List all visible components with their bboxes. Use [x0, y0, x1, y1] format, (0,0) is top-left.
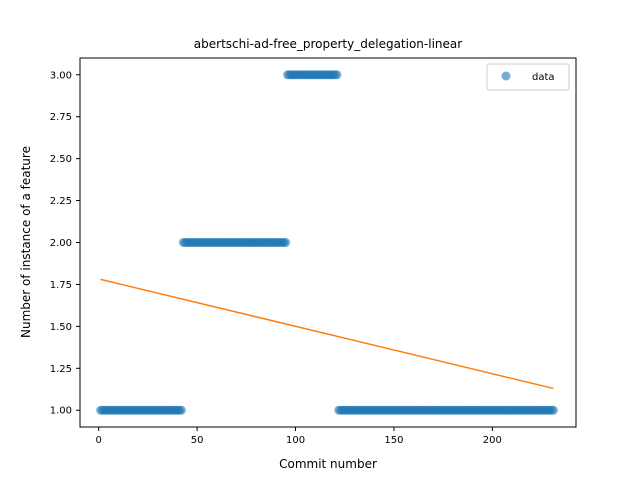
- chart-title: abertschi-ad-free_property_delegation-li…: [194, 37, 462, 51]
- y-tick-label: 2.00: [50, 238, 72, 249]
- data-point: [176, 405, 186, 415]
- x-tick-label: 150: [384, 435, 403, 446]
- plot-area: [96, 70, 558, 415]
- x-axis-ticks: 0 50 100 150 200: [96, 427, 502, 446]
- y-tick-label: 1.50: [50, 322, 72, 333]
- legend-label-data: data: [532, 72, 555, 83]
- y-tick-label: 1.00: [50, 406, 72, 417]
- y-axis-label: Number of instance of a feature: [19, 146, 33, 338]
- y-axis-ticks: 1.00 1.25 1.50 1.75 2.00 2.25 2.50 2.75 3.00: [50, 70, 80, 417]
- axes-frame: [79, 57, 577, 428]
- x-tick-label: 100: [286, 435, 305, 446]
- legend-box: [486, 63, 570, 91]
- x-tick-label: 50: [191, 435, 204, 446]
- y-tick-label: 2.75: [50, 112, 72, 123]
- y-tick-label: 3.00: [50, 70, 72, 81]
- y-tick-label: 1.25: [50, 364, 72, 375]
- data-point: [332, 70, 342, 80]
- y-tick-label: 1.75: [50, 280, 72, 291]
- legend: data: [486, 63, 570, 91]
- y-tick-label: 2.50: [50, 154, 72, 165]
- data-point: [548, 405, 558, 415]
- y-tick-label: 2.25: [50, 196, 72, 207]
- x-axis-label: Commit number: [279, 457, 377, 471]
- trend-line: [100, 278, 554, 390]
- data-point: [281, 238, 291, 247]
- x-tick-label: 200: [483, 435, 502, 446]
- x-tick-label: 0: [96, 435, 102, 446]
- legend-marker-data: [501, 71, 511, 81]
- data-points: [96, 70, 558, 415]
